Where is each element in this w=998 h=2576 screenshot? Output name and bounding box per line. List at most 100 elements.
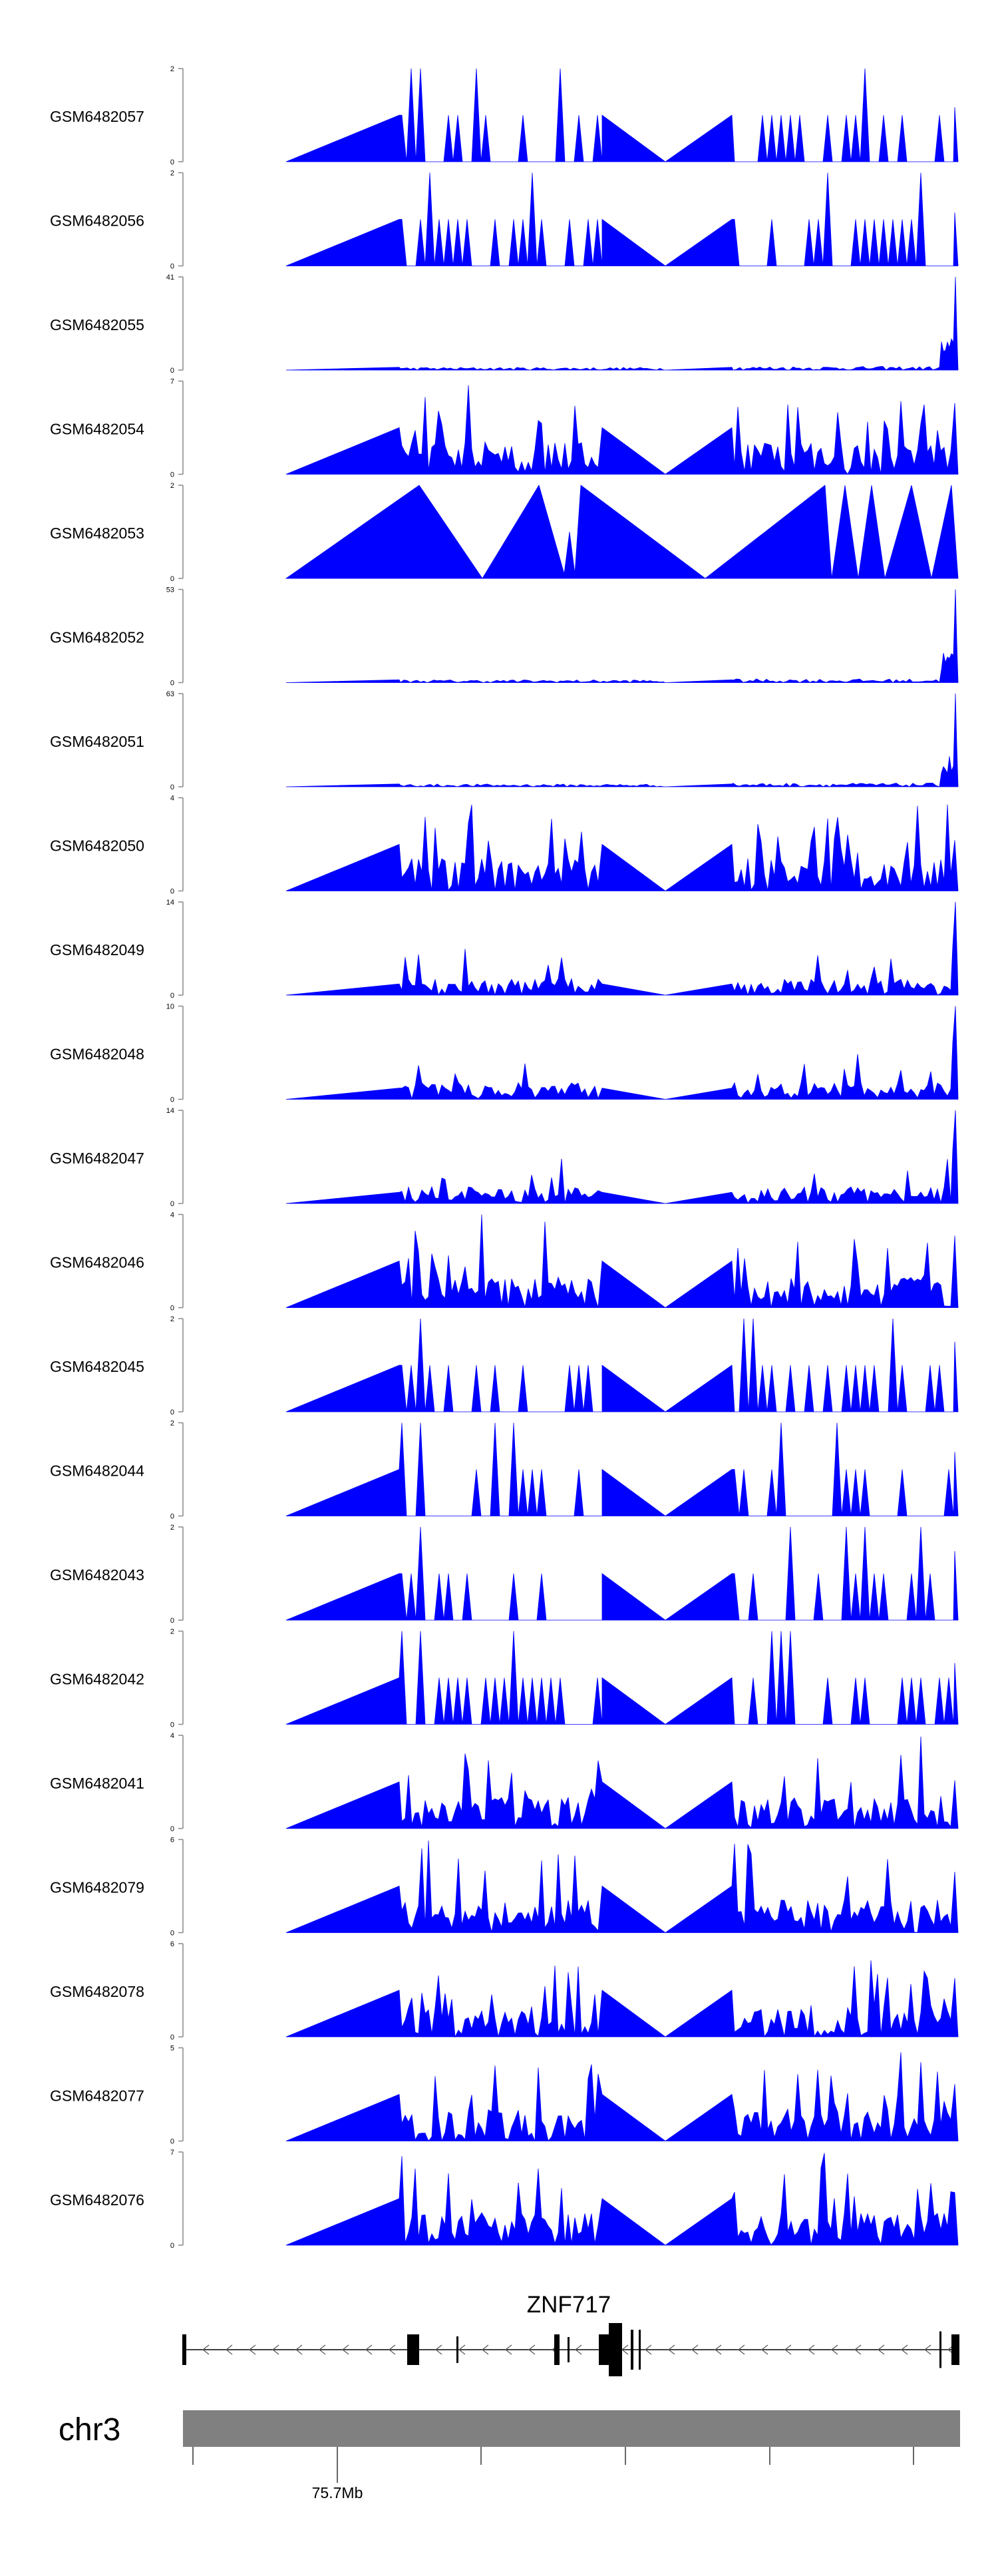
track-ymax-label: 6 xyxy=(170,1940,174,1948)
gene-exon xyxy=(609,2323,622,2376)
gene-model xyxy=(182,2323,959,2376)
strand-arrow-icon xyxy=(505,2344,512,2355)
gene-exon xyxy=(456,2336,458,2363)
track-ymax-label: 2 xyxy=(170,1315,174,1323)
gene-exon xyxy=(951,2334,959,2365)
track-ymin-label: 0 xyxy=(170,992,174,1000)
track-label: GSM6482050 xyxy=(50,837,144,855)
gene-exon xyxy=(554,2334,560,2365)
track-ymin-label: 0 xyxy=(170,1930,174,1938)
track-label: GSM6482057 xyxy=(50,108,144,125)
track-label: GSM6482053 xyxy=(50,525,144,542)
track-coverage-area xyxy=(285,276,959,371)
strand-arrow-icon xyxy=(808,2344,815,2355)
gene-exon xyxy=(631,2330,633,2370)
track-coverage-area xyxy=(285,901,959,996)
track-ymax-label: 2 xyxy=(170,1420,174,1428)
strand-arrow-icon xyxy=(342,2344,349,2355)
track-coverage-area xyxy=(285,385,959,475)
strand-arrow-icon xyxy=(668,2344,675,2355)
track-ymin-label: 0 xyxy=(170,1200,174,1208)
gene-exon xyxy=(182,2334,186,2365)
gene-exon xyxy=(939,2331,941,2368)
track-ymin-label: 0 xyxy=(170,575,174,583)
track-coverage-area xyxy=(285,1631,959,1725)
strand-arrow-icon xyxy=(854,2344,862,2355)
strand-arrow-icon xyxy=(831,2344,838,2355)
track-GSM6482078: GSM6482078 6 0 xyxy=(50,1940,959,2041)
track-label: GSM6482052 xyxy=(50,629,144,646)
strand-arrow-icon xyxy=(901,2344,908,2355)
strand-arrow-icon xyxy=(575,2344,582,2355)
track-ymax-label: 6 xyxy=(170,1836,174,1844)
strand-arrow-icon xyxy=(878,2344,885,2355)
track-ymin-label: 0 xyxy=(170,680,174,688)
track-label: GSM6482079 xyxy=(50,1879,144,1896)
track-ymax-label: 4 xyxy=(170,795,174,803)
track-label: GSM6482054 xyxy=(50,421,144,438)
gene-name-label: ZNF717 xyxy=(527,2292,611,2318)
track-label: GSM6482055 xyxy=(50,316,144,333)
track-coverage-area xyxy=(285,693,959,787)
track-label: GSM6482076 xyxy=(50,2191,144,2209)
track-coverage-area xyxy=(285,1422,959,1516)
track-GSM6482048: GSM6482048 10 0 xyxy=(50,1003,959,1104)
track-GSM6482041: GSM6482041 4 0 xyxy=(50,1732,959,1833)
track-GSM6482051: GSM6482051 63 0 xyxy=(50,690,959,791)
track-ymax-label: 53 xyxy=(166,586,174,594)
track-GSM6482055: GSM6482055 41 0 xyxy=(50,274,959,375)
coverage-tracks: GSM648205720GSM648205620GSM6482055410GSM… xyxy=(50,65,959,2250)
strand-arrow-icon xyxy=(458,2344,466,2355)
chromosome-label: chr3 xyxy=(59,2412,120,2448)
track-ymin-label: 0 xyxy=(170,158,174,166)
track-coverage-area xyxy=(285,1960,959,2038)
track-GSM6482044: GSM6482044 2 0 xyxy=(50,1420,959,1521)
strand-arrow-icon xyxy=(202,2344,210,2355)
track-ymax-label: 41 xyxy=(166,274,174,282)
track-ymin-label: 0 xyxy=(170,1408,174,1416)
strand-arrow-icon xyxy=(691,2344,699,2355)
track-GSM6482049: GSM6482049 14 0 xyxy=(50,899,959,1000)
track-ymax-label: 2 xyxy=(170,170,174,178)
strand-arrow-icon xyxy=(761,2344,768,2355)
track-coverage-area xyxy=(285,1736,959,1829)
strand-arrow-icon xyxy=(389,2344,396,2355)
track-label: GSM6482045 xyxy=(50,1358,144,1375)
gene-exon xyxy=(639,2330,641,2370)
track-ymax-label: 2 xyxy=(170,1524,174,1532)
track-GSM6482054: GSM6482054 7 0 xyxy=(50,378,959,479)
track-label: GSM6482056 xyxy=(50,212,144,230)
track-ymax-label: 7 xyxy=(170,2149,174,2157)
track-label: GSM6482042 xyxy=(50,1671,144,1688)
strand-arrow-icon xyxy=(924,2344,931,2355)
track-label: GSM6482078 xyxy=(50,1983,144,2000)
chromosome-axis xyxy=(192,2447,914,2483)
strand-arrow-icon xyxy=(295,2344,303,2355)
track-label: GSM6482077 xyxy=(50,2087,144,2105)
track-GSM6482077: GSM6482077 5 0 xyxy=(50,2045,959,2146)
chromosome-tick-label: 75.7Mb xyxy=(312,2484,363,2501)
track-coverage-area xyxy=(285,68,959,162)
track-coverage-area xyxy=(285,804,959,891)
chromosome-ideogram xyxy=(183,2410,960,2447)
gene-exon xyxy=(407,2334,419,2365)
track-label: GSM6482051 xyxy=(50,733,144,750)
strand-arrow-icon xyxy=(738,2344,745,2355)
track-GSM6482057: GSM6482057 2 0 xyxy=(50,65,959,166)
track-ymax-label: 14 xyxy=(166,899,174,907)
gene-track: ZNF717 xyxy=(182,2292,959,2376)
track-ymin-label: 0 xyxy=(170,1513,174,1521)
track-label: GSM6482043 xyxy=(50,1566,144,1584)
chromosome-track: chr3 75.7Mb xyxy=(59,2410,960,2501)
track-coverage-area xyxy=(285,589,959,684)
track-coverage-area xyxy=(285,2052,959,2142)
track-GSM6482076: GSM6482076 7 0 xyxy=(50,2149,959,2250)
strand-arrow-icon xyxy=(645,2344,652,2355)
track-label: GSM6482047 xyxy=(50,1150,144,1167)
gene-exon xyxy=(568,2337,570,2362)
track-coverage-area xyxy=(285,1318,959,1412)
track-label: GSM6482044 xyxy=(50,1462,144,1480)
strand-arrow-icon xyxy=(272,2344,279,2355)
track-coverage-area xyxy=(285,1110,959,1204)
track-coverage-area xyxy=(285,1006,959,1100)
